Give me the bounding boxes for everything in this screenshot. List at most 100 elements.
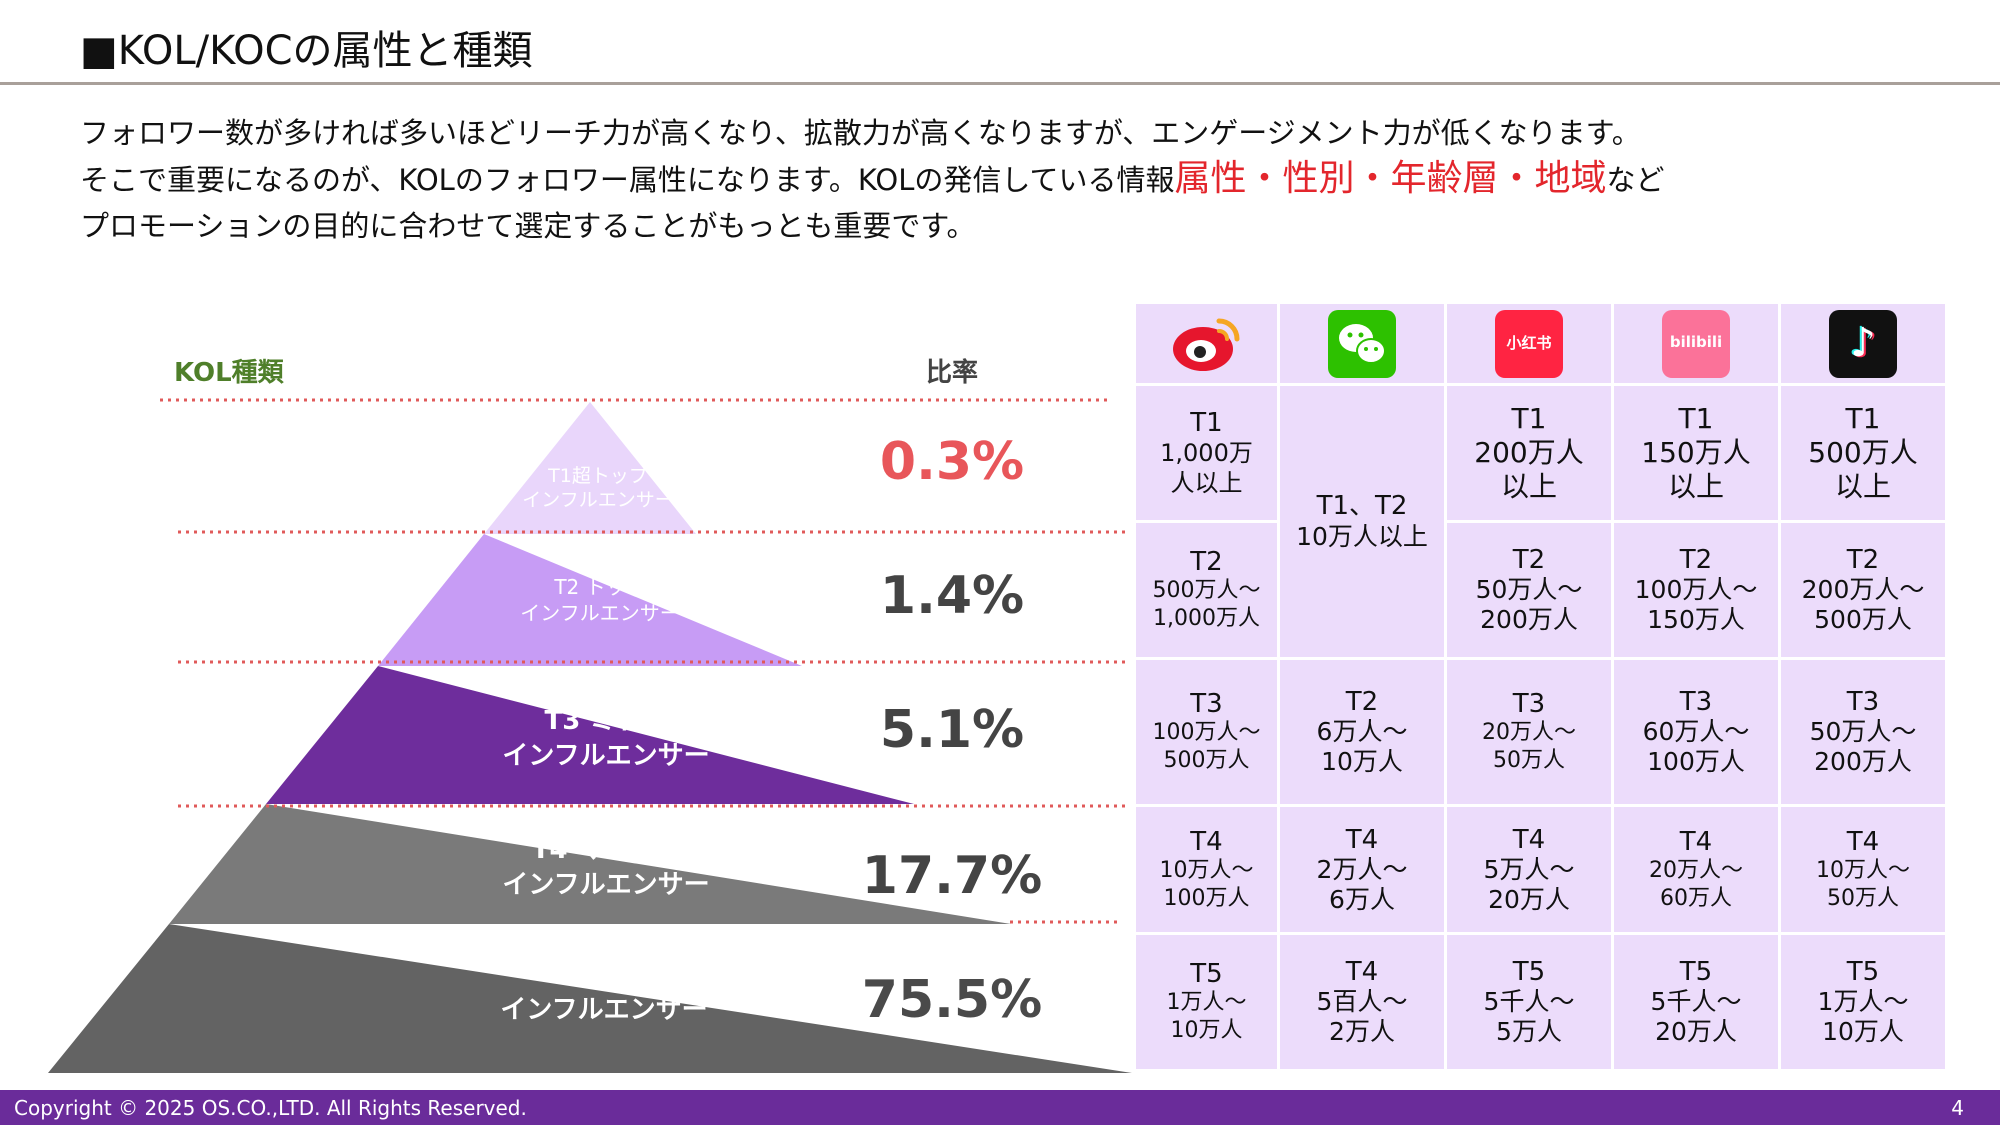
tiktok-t2-range-1: 200万人～ [1801,575,1925,604]
xiaohongshu-t1-tier: T1 [1511,402,1547,435]
table-row-t5: T5 1万人～ 10万人 T4 5百人～ 2万人 T5 5千人～ 5万人 T5 … [1136,935,1945,1069]
tiktok-t4-range-2: 50万人 [1827,885,1899,911]
platform-cell-xiaohongshu: 小红书 [1447,304,1611,383]
bilibili-t4-tier: T4 [1679,826,1713,857]
tiktok-t5-range-2: 10万人 [1822,1017,1904,1046]
bilibili-icon: bilibili [1662,309,1730,378]
tiktok-t3-range-2: 200万人 [1814,747,1912,776]
platform-tier-table: 小红书 bilibili ♪ T1 1,000万 人以上 T1、T2 10万人以… [1133,301,1948,1072]
tier-5-band [48,924,1132,1073]
table-row-t3: T3 100万人～ 500万人 T2 6万人～ 10万人 T3 20万人～ 50… [1136,660,1945,804]
bilibili-t4-cell: T4 20万人～ 60万人 [1614,807,1778,932]
wechat-t4-tier: T4 [1345,824,1379,855]
tiktok-t1-cell: T1 500万人 以上 [1781,386,1945,520]
bilibili-t5-range-2: 20万人 [1655,1017,1737,1046]
xiaohongshu-t1-range-2: 以上 [1500,470,1557,503]
weibo-t4-range-2: 100万人 [1163,885,1250,911]
weibo-t3-range-2: 500万人 [1163,748,1250,773]
tier-5-subtitle: インフルエンサー [500,995,708,1025]
xiaohongshu-t4-range-1: 5万人～ [1483,854,1575,884]
tier-3-band [266,666,914,804]
weibo-t4-tier: T4 [1190,826,1223,857]
tier-5-ratio: 75.5% [861,970,1043,1030]
weibo-t5-cell: T5 1万人～ 10万人 [1136,935,1277,1069]
tiktok-t1-range-1: 500万人 [1808,436,1918,469]
xiaohongshu-t4-cell: T4 5万人～ 20万人 [1447,807,1611,932]
intro-text: フォロワー数が多ければ多いほどリーチ力が高くなり、拡散力が高くなりますが、エンゲ… [80,110,1960,249]
xiaohongshu-t2-tier: T2 [1512,545,1546,575]
wechat-t3-range-2: 10万人 [1321,747,1403,776]
tier-4-ratio: 17.7% [861,846,1043,906]
tier-1-band [484,402,696,534]
bilibili-t1-cell: T1 150万人 以上 [1614,386,1778,520]
intro-line-3: プロモーションの目的に合わせて選定することがもっとも重要です。 [80,209,976,243]
xiaohongshu-t5-range-1: 5千人～ [1483,987,1575,1016]
weibo-t2-tier: T2 [1190,547,1223,577]
wechat-t1-t2-cell: T1、T2 10万人以上 [1280,386,1444,657]
xiaohongshu-t2-range-1: 50万人～ [1475,575,1583,604]
weibo-t3-tier: T3 [1190,689,1223,719]
tier-4-name: T4 マイクロ [531,835,681,865]
tier-2-ratio: 1.4% [879,566,1025,626]
tier-4-band [169,804,1011,924]
tier-4-label: T4 マイクロ インフルエンサー [502,833,709,903]
xiaohongshu-t1-cell: T1 200万人 以上 [1447,386,1611,520]
weibo-t1-range-1: 1,000万 [1160,439,1253,467]
kol-type-label: KOL種類 [174,358,284,388]
bilibili-t3-tier: T3 [1679,687,1713,717]
xiaohongshu-t4-tier: T4 [1512,824,1546,855]
copyright-text: Copyright © 2025 OS.CO.,LTD. All Rights … [14,1096,527,1120]
tier-2-subtitle: インフルエンサー [520,601,680,625]
tier-5-label: T5 ナノ インフルエンサー [500,958,707,1028]
bilibili-logo-text: bilibili [1669,332,1723,351]
title-divider [0,82,2000,85]
bilibili-t1-range-1: 150万人 [1641,436,1751,469]
weibo-t1-range-2: 人以上 [1170,469,1243,497]
tier-1-label: T1超トップ インフルエンサー [522,464,673,512]
table-row-t2: T2 500万人～ 1,000万人 T2 50万人～ 200万人 T2 100万… [1136,523,1945,657]
wechat-t4-range-1: 2万人～ [1316,854,1408,884]
tiktok-t3-tier: T3 [1846,687,1880,717]
intro-line-1: フォロワー数が多ければ多いほどリーチ力が高くなり、拡散力が高くなりますが、エンゲ… [80,116,1641,150]
platform-cell-wechat [1280,304,1444,383]
weibo-t2-range-1: 500万人～ [1152,578,1261,603]
intro-line-2-post: など [1606,163,1665,197]
xiaohongshu-t5-range-2: 5万人 [1496,1017,1562,1046]
tiktok-t4-tier: T4 [1846,826,1880,857]
bilibili-t2-cell: T2 100万人～ 150万人 [1614,523,1778,657]
wechat-t1-t2-range: 10万人以上 [1296,521,1428,551]
wechat-t3-tier: T2 [1345,687,1379,717]
tiktok-t3-cell: T3 50万人～ 200万人 [1781,660,1945,804]
bilibili-t5-cell: T5 5千人～ 20万人 [1614,935,1778,1069]
bilibili-t5-tier: T5 [1679,957,1713,987]
weibo-t1-tier: T1 [1190,408,1223,438]
bilibili-t2-range-1: 100万人～ [1634,575,1758,604]
tier-1-subtitle: インフルエンサー [522,489,674,511]
bilibili-t3-range-2: 100万人 [1647,747,1745,776]
tier-3-ratio: 5.1% [879,700,1025,760]
bilibili-t2-tier: T2 [1679,545,1713,575]
weibo-icon [1172,318,1239,371]
tier-2-band [378,534,802,666]
xiaohongshu-t3-cell: T3 20万人～ 50万人 [1447,660,1611,804]
tiktok-t2-range-2: 500万人 [1814,605,1912,634]
xiaohongshu-t3-range-1: 20万人～ [1482,720,1576,745]
tier-5-name: T5 ナノ [556,960,652,990]
weibo-t4-cell: T4 10万人～ 100万人 [1136,807,1277,932]
tier-2-name: T2 トップ [554,575,646,599]
tier-3-subtitle: インフルエンサー [502,741,710,771]
weibo-t1-cell: T1 1,000万 人以上 [1136,386,1277,520]
bilibili-t1-range-2: 以上 [1667,470,1724,503]
ratio-label: 比率 [926,358,979,388]
xiaohongshu-t2-range-2: 200万人 [1480,605,1578,634]
wechat-icon [1328,309,1396,378]
bilibili-t3-range-1: 60万人～ [1642,717,1750,746]
bilibili-t1-tier: T1 [1678,402,1714,435]
platform-cell-weibo [1136,304,1277,383]
tiktok-icon: ♪ [1829,309,1897,378]
weibo-t3-cell: T3 100万人～ 500万人 [1136,660,1277,804]
weibo-t3-range-1: 100万人～ [1152,720,1261,745]
table-row-t1: T1 1,000万 人以上 T1、T2 10万人以上 T1 200万人 以上 T… [1136,386,1945,657]
xiaohongshu-t1-range-1: 200万人 [1474,436,1584,469]
tiktok-t1-tier: T1 [1845,402,1881,435]
